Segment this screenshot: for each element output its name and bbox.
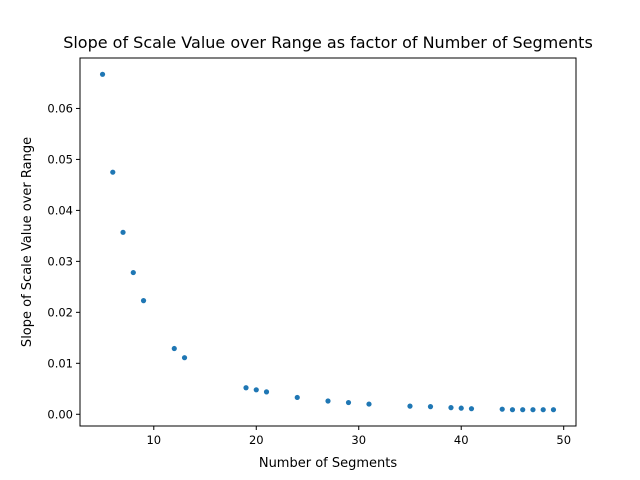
x-axis: 10 20 30 40 50 bbox=[146, 426, 571, 447]
data-point bbox=[120, 229, 126, 235]
data-point bbox=[530, 407, 536, 413]
plot-area bbox=[79, 57, 577, 427]
data-point bbox=[140, 298, 147, 304]
data-point bbox=[468, 406, 475, 412]
y-tick-label: 0.03 bbox=[47, 254, 73, 268]
data-point bbox=[253, 387, 259, 393]
plot-frame bbox=[79, 57, 577, 427]
data-point bbox=[325, 398, 331, 404]
x-tick-label: 20 bbox=[249, 433, 264, 447]
y-tick-label: 0.05 bbox=[47, 152, 73, 166]
data-point bbox=[458, 405, 464, 411]
data-point bbox=[499, 406, 505, 412]
data-point bbox=[540, 407, 546, 413]
data-point bbox=[520, 407, 526, 413]
data-point bbox=[99, 71, 106, 77]
x-tick-label: 40 bbox=[454, 433, 469, 447]
y-axis-label: Slope of Scale Value over Range bbox=[20, 137, 35, 347]
data-point bbox=[110, 169, 116, 175]
y-tick-label: 0.01 bbox=[47, 356, 73, 370]
data-point bbox=[181, 355, 188, 361]
x-axis-label: Number of Segments bbox=[259, 456, 398, 471]
data-point bbox=[509, 407, 516, 413]
data-point bbox=[243, 385, 249, 391]
data-points bbox=[99, 71, 557, 413]
data-point bbox=[407, 403, 413, 409]
data-point bbox=[294, 394, 300, 401]
x-tick-label: 50 bbox=[556, 433, 571, 447]
data-point bbox=[130, 269, 136, 276]
data-point bbox=[366, 401, 372, 407]
data-point bbox=[550, 407, 557, 413]
data-point bbox=[345, 399, 352, 406]
chart-title: Slope of Scale Value over Range as facto… bbox=[63, 33, 593, 52]
y-tick-label: 0.06 bbox=[47, 101, 73, 115]
data-point bbox=[171, 345, 177, 352]
data-point bbox=[427, 404, 434, 410]
data-point bbox=[448, 405, 454, 411]
x-tick-label: 10 bbox=[146, 433, 161, 447]
y-tick-label: 0.04 bbox=[47, 203, 73, 217]
y-axis: 0.00 0.01 0.02 0.03 0.04 0.05 0.06 bbox=[47, 101, 80, 421]
data-point bbox=[263, 389, 270, 395]
x-tick-label: 30 bbox=[351, 433, 366, 447]
y-tick-label: 0.02 bbox=[47, 305, 73, 319]
y-tick-label: 0.00 bbox=[47, 407, 73, 421]
